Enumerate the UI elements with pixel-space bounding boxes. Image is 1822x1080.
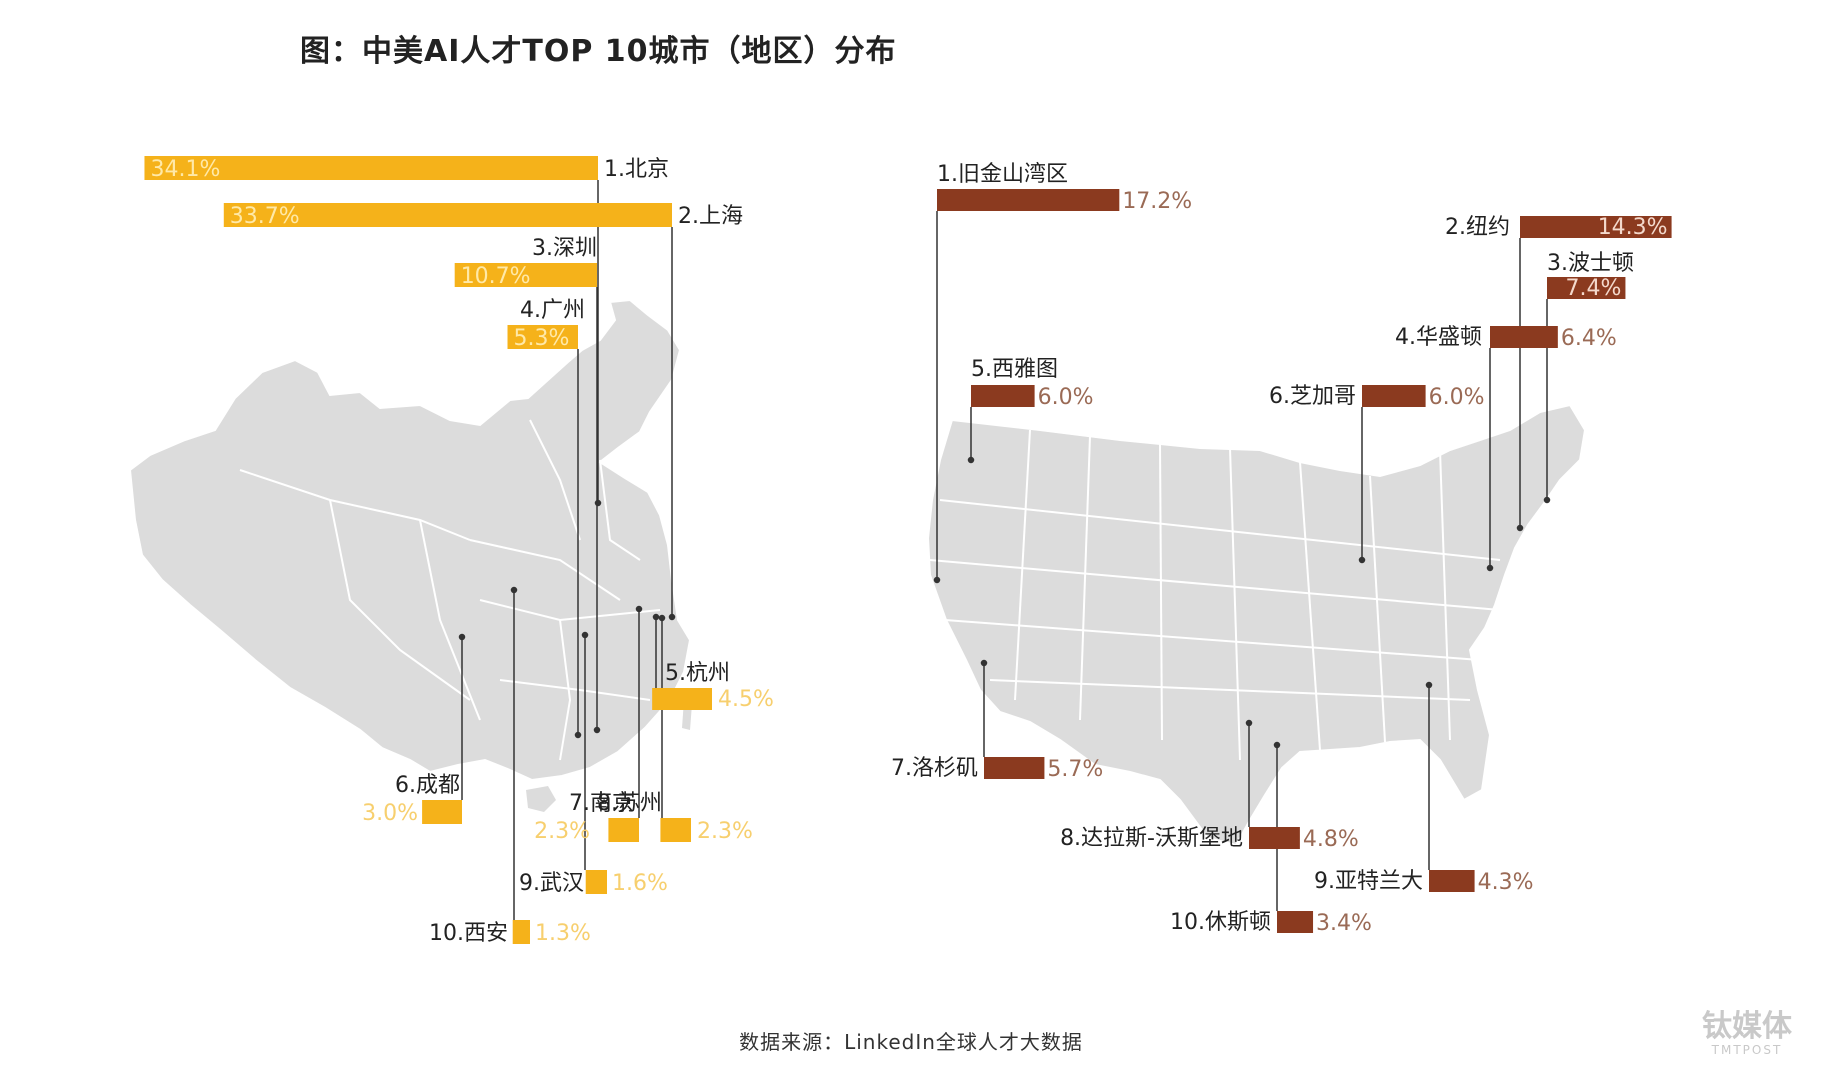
china-city-point	[574, 731, 582, 739]
china-city-point	[668, 613, 676, 621]
usa-value-label: 17.2%	[1122, 189, 1192, 214]
usa-bar	[1429, 870, 1475, 892]
china-city-point	[652, 613, 660, 621]
usa-value-label: 4.8%	[1303, 827, 1359, 852]
usa-bar	[971, 385, 1035, 407]
usa-value-label: 14.3%	[1598, 215, 1668, 240]
usa-value-label: 7.4%	[1566, 276, 1622, 301]
china-city-label: 8.苏州	[597, 791, 662, 816]
usa-city-label: 5.西雅图	[971, 357, 1058, 382]
china-value-label: 4.5%	[718, 687, 774, 712]
usa-map	[926, 403, 1587, 847]
china-city-label: 6.成都	[395, 773, 460, 798]
china-city-point	[635, 605, 643, 613]
usa-bar	[1490, 326, 1558, 348]
china-city-label: 2.上海	[678, 204, 743, 229]
usa-city-label: 1.旧金山湾区	[937, 162, 1068, 187]
usa-city-label: 8.达拉斯-沃斯堡地	[1060, 826, 1243, 851]
china-city-point	[593, 726, 601, 734]
bars-layer	[144, 156, 1672, 944]
watermark-logo: 钛媒体 TMTPOST	[1702, 1009, 1792, 1057]
china-value-label: 1.3%	[535, 921, 591, 946]
usa-city-label: 6.芝加哥	[1269, 384, 1356, 409]
china-bar	[223, 203, 673, 227]
usa-city-point	[1358, 556, 1366, 564]
china-city-label: 5.杭州	[665, 661, 730, 686]
usa-city-label: 10.休斯顿	[1170, 910, 1271, 935]
china-bar	[512, 920, 530, 944]
china-city-point	[458, 633, 466, 641]
data-source-note: 数据来源：LinkedIn全球人才大数据	[739, 1030, 1083, 1054]
china-city-label: 9.武汉	[519, 871, 584, 896]
china-province-lines	[239, 419, 661, 761]
china-city-label: 10.西安	[429, 921, 508, 946]
usa-city-point	[1486, 564, 1494, 572]
china-bar	[144, 156, 598, 180]
usa-city-label: 3.波士顿	[1547, 251, 1634, 276]
china-bar	[422, 800, 462, 824]
china-bar	[507, 325, 578, 349]
usa-state-lines	[929, 429, 1501, 761]
china-city-point	[510, 586, 518, 594]
china-value-label: 33.7%	[230, 204, 300, 229]
china-city-point	[658, 614, 666, 622]
china-bar	[608, 818, 639, 842]
china-city-label: 1.北京	[604, 157, 669, 182]
usa-bar	[1277, 911, 1314, 933]
usa-city-label: 9.亚特兰大	[1314, 869, 1423, 894]
hainan-island	[526, 786, 556, 812]
usa-value-label: 4.3%	[1478, 870, 1534, 895]
usa-value-label: 3.4%	[1316, 911, 1372, 936]
leader-lines	[458, 180, 1551, 920]
usa-city-label: 2.纽约	[1445, 215, 1510, 240]
usa-value-label: 6.0%	[1038, 385, 1094, 410]
china-value-label: 5.3%	[514, 326, 570, 351]
china-city-label: 3.深圳	[532, 236, 597, 261]
usa-value-label: 6.0%	[1429, 385, 1485, 410]
china-value-label: 2.3%	[697, 819, 753, 844]
china-value-label: 2.3%	[534, 819, 590, 844]
usa-bar	[1520, 216, 1672, 238]
china-map	[128, 298, 692, 782]
china-bar	[652, 688, 712, 710]
usa-city-point	[1516, 524, 1524, 532]
map-layer	[128, 298, 1587, 847]
usa-city-point	[980, 659, 988, 667]
china-city-point	[581, 631, 589, 639]
china-bar	[660, 818, 691, 842]
usa-city-point	[1245, 719, 1253, 727]
china-city-label: 7.南京	[569, 791, 634, 816]
usa-city-label: 7.洛杉矶	[891, 756, 978, 781]
usa-value-label: 5.7%	[1047, 757, 1103, 782]
chart-title: 图：中美AI人才TOP 10城市（地区）分布	[300, 34, 897, 69]
china-bar	[454, 263, 597, 287]
usa-bar	[984, 757, 1045, 779]
usa-bar	[1547, 277, 1626, 299]
usa-city-point	[1425, 681, 1433, 689]
china-value-label: 3.0%	[362, 801, 418, 826]
usa-city-point	[967, 456, 975, 464]
usa-bar	[937, 189, 1120, 211]
china-city-label: 4.广州	[520, 298, 585, 323]
usa-bar	[1249, 827, 1300, 849]
watermark-en: TMTPOST	[1711, 1043, 1783, 1057]
usa-city-point	[933, 576, 941, 584]
watermark-cn: 钛媒体	[1702, 1009, 1792, 1044]
usa-city-point	[1543, 496, 1551, 504]
usa-value-label: 6.4%	[1561, 326, 1617, 351]
usa-city-label: 4.华盛顿	[1395, 325, 1482, 350]
china-value-label: 34.1%	[150, 157, 220, 182]
china-value-label: 10.7%	[461, 264, 531, 289]
usa-city-point	[1273, 741, 1281, 749]
usa-bar	[1362, 385, 1426, 407]
china-bar	[585, 870, 607, 894]
china-value-label: 1.6%	[612, 871, 668, 896]
